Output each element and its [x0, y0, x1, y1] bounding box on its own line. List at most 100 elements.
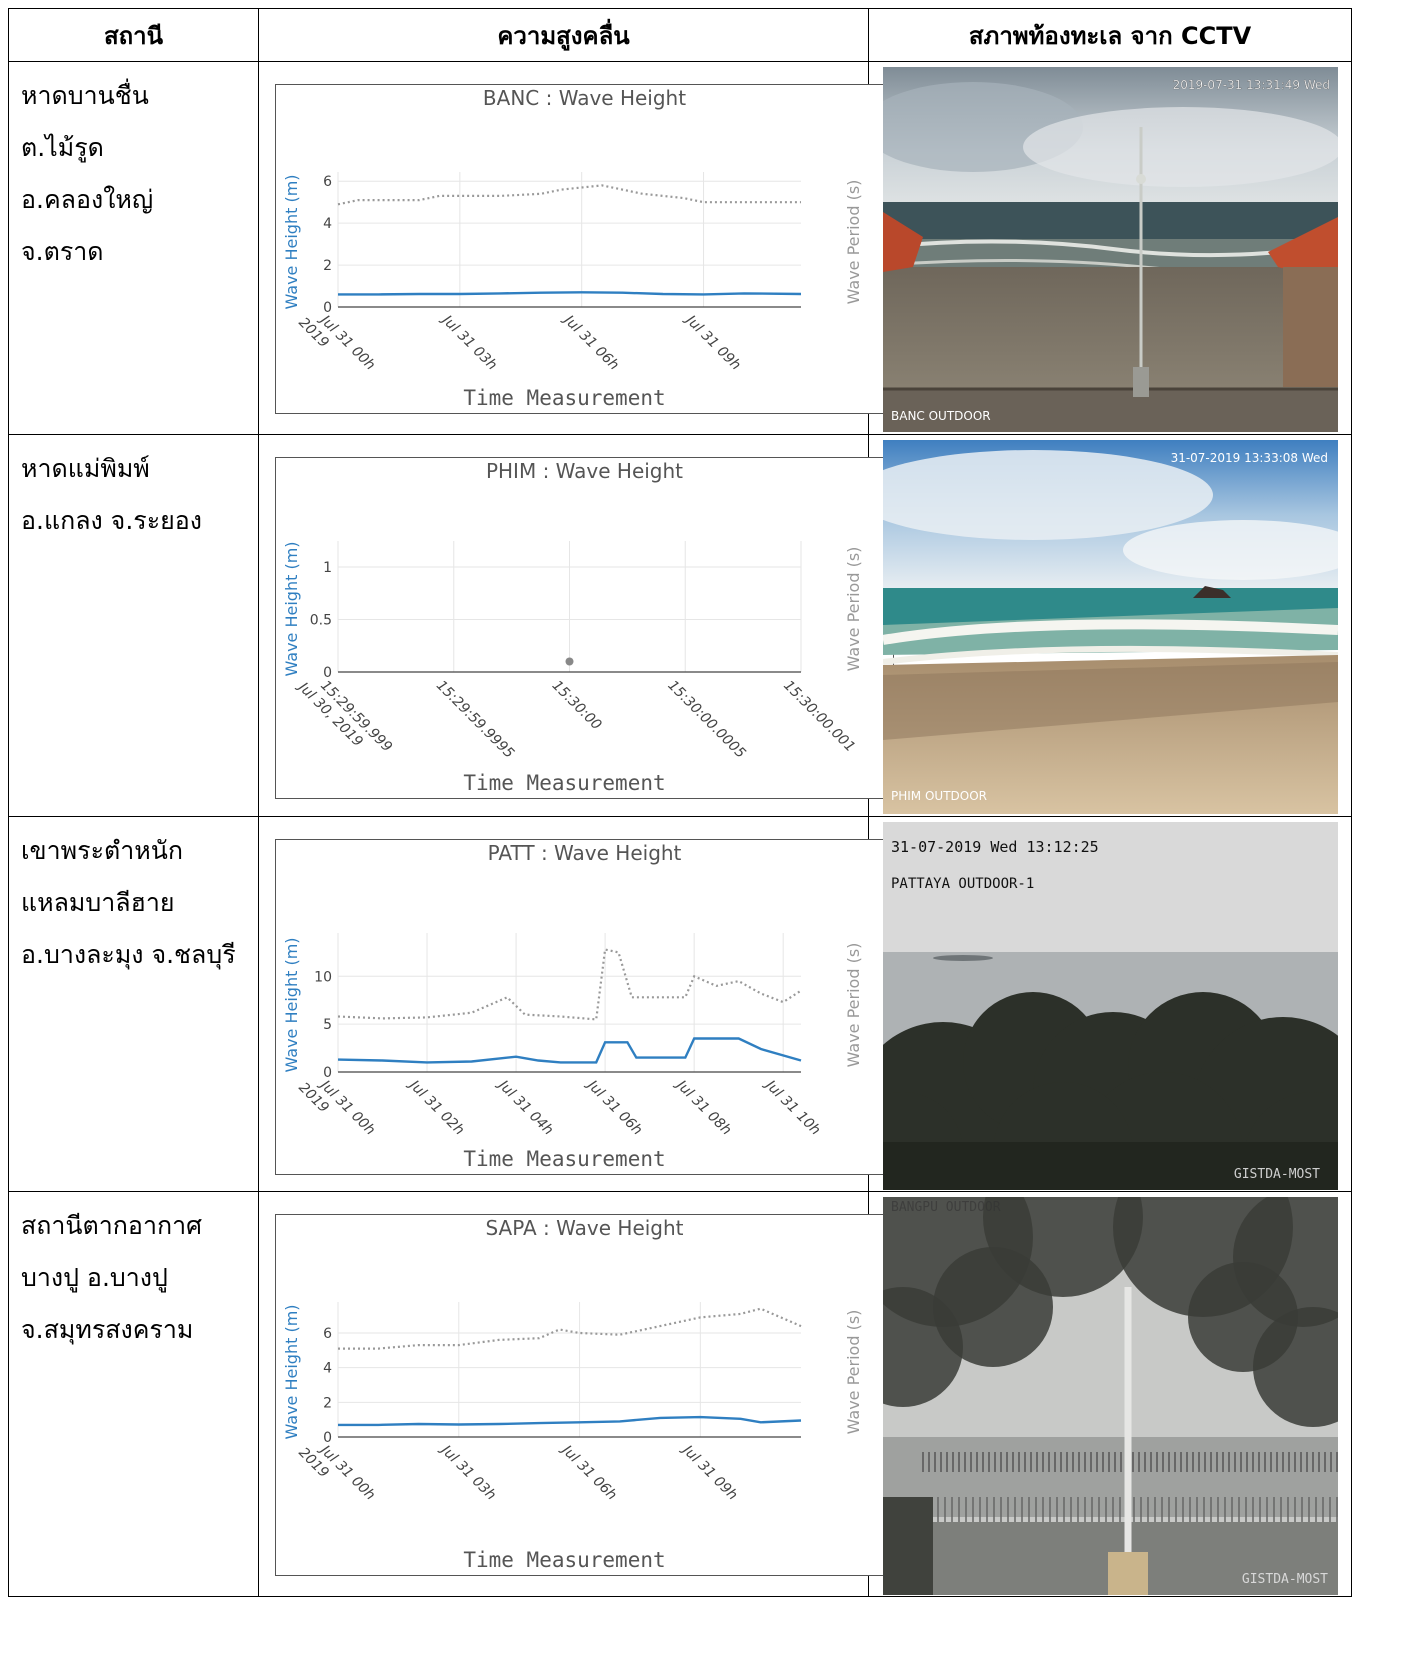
y-tick-label: 6 — [323, 174, 332, 190]
rock-island — [1193, 586, 1231, 598]
x-tick-label: Jul 31 06h — [557, 1440, 620, 1503]
cctv-label: BANGPU OUTDOOR — [891, 1200, 1001, 1215]
cctv-image: 31-07-2019 13:33:08 Wed PHIM OUTDOOR — [883, 440, 1338, 814]
wave-chart: PHIM : Wave Height 0 0.5 1 15:29:59.999 Jul 3… — [275, 457, 894, 799]
y-tick-label: 5 — [323, 1017, 332, 1033]
y-tick-label: 0 — [323, 1065, 332, 1081]
cctv-scene: 31-07-2019 Wed 13:12:25 PATTAYA OUTDOOR-1… — [883, 822, 1338, 1190]
y-axis-title: Wave Height (m) — [282, 937, 301, 1072]
y-axis-title: Wave Height (m) — [282, 174, 301, 309]
shallow-water — [883, 608, 1338, 655]
header-cctv: สภาพท้องทะเล จาก CCTV — [868, 8, 1352, 62]
x-tick-label: Jul 31 03h — [436, 1440, 499, 1503]
wet-sand — [883, 662, 1338, 740]
sky — [883, 822, 1338, 952]
cctv-cell: BANGPU OUTDOOR GISTDA-MOST — [868, 1191, 1352, 1597]
cloud — [883, 450, 1213, 540]
cctv-image: 31-07-2019 Wed 13:12:25 PATTAYA OUTDOOR-1… — [883, 822, 1338, 1190]
tree-canopy — [883, 1197, 1338, 1427]
x-tick-label: 15:29:59.9995 — [433, 678, 517, 762]
y2-axis-title: Wave Period (s) — [844, 1310, 863, 1435]
cctv-scene: 2019-07-31 13:31:49 Wed BANC OUTDOOR — [883, 67, 1338, 432]
pole-base — [1133, 367, 1149, 397]
x-tick-label-line: Jul 31 06h — [582, 1075, 645, 1138]
x-tick-label-line: 15:30:00.0005 — [664, 678, 748, 762]
sea — [883, 202, 1338, 242]
x-tick-label: Jul 31 06h — [582, 1075, 645, 1138]
y-tick-label: 0 — [323, 665, 332, 681]
y-tick-label: 4 — [323, 216, 332, 232]
x-tick-label-line: 15:30:00 — [549, 678, 605, 734]
station-cell: หาดบานชื่น ต.ไม้รูด อ.คลองใหญ่ จ.ตราด — [8, 61, 259, 435]
pole-light — [1136, 174, 1146, 184]
y-tick-label: 10 — [314, 969, 332, 985]
station-line: อ.คลองใหญ่ — [21, 185, 154, 214]
y-axis-title: Wave Height (m) — [282, 1304, 301, 1439]
chart-title: PHIM : Wave Height — [486, 459, 683, 483]
wave-foam — [883, 619, 1338, 645]
tree-foliage-left — [883, 1497, 933, 1595]
cctv-cell: 31-07-2019 Wed 13:12:25 PATTAYA OUTDOOR-1… — [868, 816, 1352, 1192]
y-tick-label: 0 — [323, 1430, 332, 1446]
station-line: จ.ตราด — [21, 237, 104, 266]
wave-chart: SAPA : Wave Height 0 2 4 6 Jul 31 00h 2019 Jul … — [275, 1214, 894, 1576]
station-line: แหลมบาลีฮาย — [21, 888, 175, 917]
y2-axis-title: Wave Period (s) — [844, 547, 863, 672]
station-row: สถานีตากอากาศ บางปู อ.บางปู จ.สมุทรสงครา… — [8, 1191, 1352, 1597]
wave-foam — [883, 645, 1338, 665]
cctv-scene: BANGPU OUTDOOR GISTDA-MOST — [883, 1197, 1338, 1595]
cctv-timestamp: 31-07-2019 13:33:08 Wed — [1171, 451, 1328, 465]
deck — [883, 389, 1338, 432]
x-tick-label-line: Jul 31 02h — [404, 1075, 467, 1138]
cloud — [1123, 520, 1338, 580]
wave-chart: BANC : Wave Height 0 2 4 6 Jul 31 00h 2019 Jul … — [275, 84, 894, 414]
y2-axis-title: Wave Period (s) — [844, 943, 863, 1068]
cctv-timestamp: 31-07-2019 Wed 13:12:25 — [891, 838, 1099, 856]
x-tick-label: 15:30:00 — [549, 678, 605, 734]
cctv-cell: 31-07-2019 13:33:08 Wed PHIM OUTDOOR — [868, 434, 1352, 817]
cctv-watermark: GISTDA-MOST — [1234, 1167, 1320, 1182]
cctv-image: 2019-07-31 13:31:49 Wed BANC OUTDOOR — [883, 67, 1338, 432]
x-tick-label: Jul 31 03h — [437, 310, 500, 373]
station-cell: หาดแม่พิมพ์ อ.แกลง จ.ระยอง — [8, 434, 259, 817]
cctv-watermark: GISTDA-MOST — [1242, 1572, 1328, 1587]
station-line: เขาพระตำหนัก — [21, 836, 183, 865]
station-line: หาดบานชื่น — [21, 81, 149, 110]
station-row: เขาพระตำหนัก แหลมบาลีฮาย อ.บางละมุง จ.ชล… — [8, 816, 1352, 1192]
station-line: หาดแม่พิมพ์ — [21, 454, 150, 483]
tree-foliage — [1188, 1262, 1298, 1372]
x-tick-label: Jul 31 08h — [671, 1075, 734, 1138]
y2-axis-title: Wave Period (s) — [844, 180, 863, 305]
x-tick-label-line: Jul 31 03h — [437, 310, 500, 373]
x-axis-title: Time Measurement — [463, 1147, 665, 1171]
tree-foliage — [933, 1247, 1053, 1367]
x-tick-label-line: Jul 31 03h — [436, 1440, 499, 1503]
wave-station-table: สถานี ความสูงคลื่น สภาพท้องทะเล จาก CCTV… — [8, 8, 1352, 1597]
x-tick-label-line: 15:29:59.9995 — [433, 678, 517, 762]
chart-title: BANC : Wave Height — [483, 86, 686, 110]
station-row: หาดแม่พิมพ์ อ.แกลง จ.ระยอง PHIM : Wave H… — [8, 434, 1352, 817]
distant-island — [933, 955, 993, 961]
x-tick-label: 15:30:00.0005 — [664, 678, 748, 762]
cctv-image: BANGPU OUTDOOR GISTDA-MOST — [883, 1197, 1338, 1595]
pole-base — [1108, 1552, 1148, 1595]
x-axis-title: Time Measurement — [463, 386, 665, 410]
station-line: อ.บางละมุง จ.ชลบุรี — [21, 940, 236, 969]
x-tick-label-line: Jul 31 10h — [760, 1075, 823, 1138]
wave-period-line — [337, 948, 802, 1021]
x-tick-label: Jul 31 09h — [681, 310, 744, 373]
y-tick-label: 2 — [323, 1395, 332, 1411]
wave-period-line — [337, 184, 801, 206]
cctv-label: BANC OUTDOOR — [891, 409, 991, 423]
station-line: จ.สมุทรสงคราม — [21, 1315, 194, 1344]
cctv-label: PHIM OUTDOOR — [891, 789, 987, 803]
x-tick-label-line: Jul 31 06h — [559, 310, 622, 373]
y-tick-label: 0.5 — [310, 613, 332, 629]
